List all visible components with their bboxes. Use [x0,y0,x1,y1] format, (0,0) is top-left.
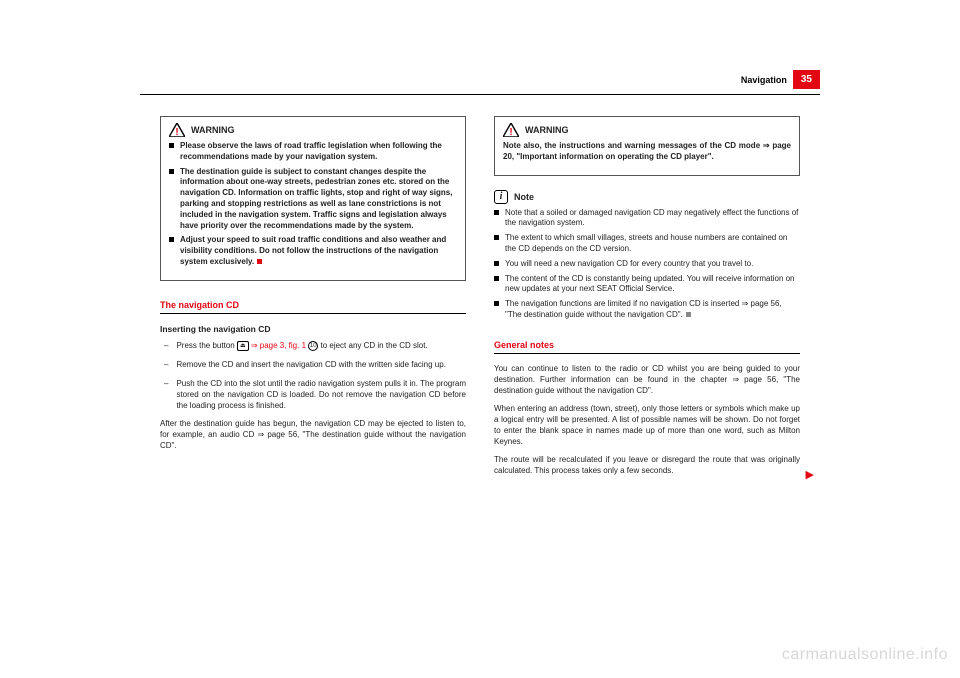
note-bullet-text: The content of the CD is constantly bein… [505,274,800,296]
subheading-insert-cd: Inserting the navigation CD [160,324,466,335]
right-column: ! WARNING Note also, the instructions an… [494,116,800,485]
note-bullet: You will need a new navigation CD for ev… [494,259,800,270]
bullet-icon [169,237,174,242]
bullet-icon [494,261,499,266]
bullet-icon [169,143,174,148]
section-rule [160,313,466,314]
warning-box-right: ! WARNING Note also, the instructions an… [494,116,800,176]
warning-bullet-text: Adjust your speed to suit road traffic c… [180,235,457,267]
step-item: – Press the button ⏏ ⇒ page 3, fig. 1 10… [160,341,466,352]
step-text: Push the CD into the slot until the radi… [176,379,466,411]
warning-text: Note also, the instructions and warning … [503,141,791,163]
section-rule [494,353,800,354]
note-bullet: Note that a soiled or damaged navigation… [494,208,800,230]
callout-number-icon: 10 [308,341,318,351]
svg-text:!: ! [175,127,178,137]
general-para: You can continue to listen to the radio … [494,364,800,396]
dash-icon: – [164,360,168,371]
after-paragraph: After the destination guide has begun, t… [160,419,466,451]
note-bullet: The navigation functions are limited if … [494,299,800,321]
page-number-tab: 35 [793,70,820,89]
dash-icon: – [164,341,168,352]
note-bullet-text: You will need a new navigation CD for ev… [505,259,753,270]
note-bullet-text: Note that a soiled or damaged navigation… [505,208,800,230]
note-bullet: The content of the CD is constantly bein… [494,274,800,296]
warning-bullet: The destination guide is subject to cons… [169,167,457,232]
step-item: – Push the CD into the slot until the ra… [160,379,466,411]
bullet-icon [494,210,499,215]
bullet-icon [169,169,174,174]
warning-title: WARNING [525,124,569,136]
two-column-layout: ! WARNING Please observe the laws of roa… [160,116,800,485]
note-title: Note [514,191,534,203]
warning-title: WARNING [191,124,235,136]
page-content: Navigation 35 ! WARNING Please observe t… [160,80,800,485]
continue-arrow-icon: ▶ [806,468,814,483]
warning-heading: ! WARNING [169,123,457,137]
note-bullet-text: The extent to which small villages, stre… [505,233,800,255]
bullet-icon [494,301,499,306]
bullet-icon [494,276,499,281]
general-para: The route will be recalculated if you le… [494,455,800,477]
header-section-title: Navigation [741,75,793,85]
page-ref-link: ⇒ page 3, fig. 1 [251,341,306,350]
note-heading: i Note [494,190,800,204]
general-para: When entering an address (town, street),… [494,404,800,447]
left-column: ! WARNING Please observe the laws of roa… [160,116,466,485]
step-text: Press the button ⏏ ⇒ page 3, fig. 1 10 t… [176,341,427,352]
watermark-text: carmanualsonline.info [782,646,948,664]
warning-box-left: ! WARNING Please observe the laws of roa… [160,116,466,281]
svg-text:!: ! [509,127,512,137]
bullet-icon [494,235,499,240]
warning-triangle-icon: ! [503,123,519,137]
step-item: – Remove the CD and insert the navigatio… [160,360,466,371]
warning-heading: ! WARNING [503,123,791,137]
step-text: Remove the CD and insert the navigation … [176,360,445,371]
section-title-general-notes: General notes [494,339,800,351]
warning-bullet-text: Please observe the laws of road traffic … [180,141,457,163]
note-bullet: The extent to which small villages, stre… [494,233,800,255]
eject-button-icon: ⏏ [237,341,249,351]
warning-bullet: Please observe the laws of road traffic … [169,141,457,163]
page-header: Navigation 35 [741,70,820,89]
note-bullet-text: The navigation functions are limited if … [505,299,800,321]
header-rule [140,94,820,95]
end-mark-icon [686,312,691,317]
warning-bullet: Adjust your speed to suit road traffic c… [169,235,457,267]
warning-triangle-icon: ! [169,123,185,137]
end-mark-icon [257,259,262,264]
info-icon: i [494,190,508,204]
section-title-nav-cd: The navigation CD [160,299,466,311]
warning-bullet-text: The destination guide is subject to cons… [180,167,457,232]
dash-icon: – [164,379,168,411]
